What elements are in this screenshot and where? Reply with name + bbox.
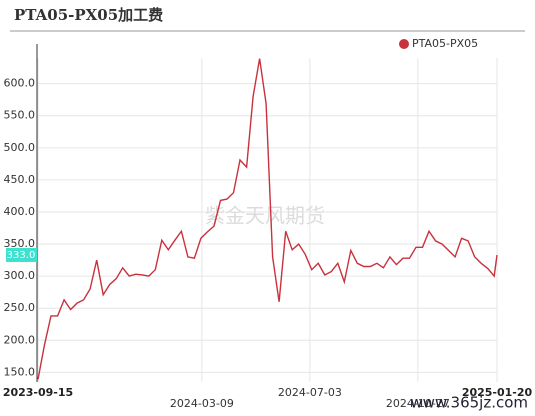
x-tick-label: 2024-10-27 (386, 397, 450, 410)
y-tick-label: 300.0 (4, 269, 36, 282)
y-tick-label: 200.0 (4, 333, 36, 346)
y-tick-label: 550.0 (4, 109, 36, 122)
crosshair-box (6, 247, 37, 262)
y-tick-label: 400.0 (4, 205, 36, 218)
x-tick-label: 2024-03-09 (170, 397, 234, 410)
y-tick-label: 250.0 (4, 301, 36, 314)
y-tick-label: 150.0 (4, 365, 36, 378)
watermark: 紫金天风期货 (205, 204, 325, 228)
y-tick-label: 500.0 (4, 141, 36, 154)
crosshair-label: 333.0 (7, 250, 36, 261)
x-tick-label: 2025-01-20 (462, 386, 533, 399)
legend-label: PTA05-PX05 (412, 37, 478, 50)
chart-title: PTA05-PX05加工费 (14, 6, 163, 24)
y-tick-label: 350.0 (4, 237, 36, 250)
site-mark: www.365jz.com (410, 394, 528, 412)
x-tick-label: 2024-07-03 (278, 386, 342, 399)
y-tick-label: 600.0 (4, 77, 36, 90)
x-tick-label: 2023-09-15 (3, 386, 73, 399)
legend-marker (399, 39, 409, 49)
line-series (37, 58, 498, 380)
y-tick-label: 450.0 (4, 173, 36, 186)
